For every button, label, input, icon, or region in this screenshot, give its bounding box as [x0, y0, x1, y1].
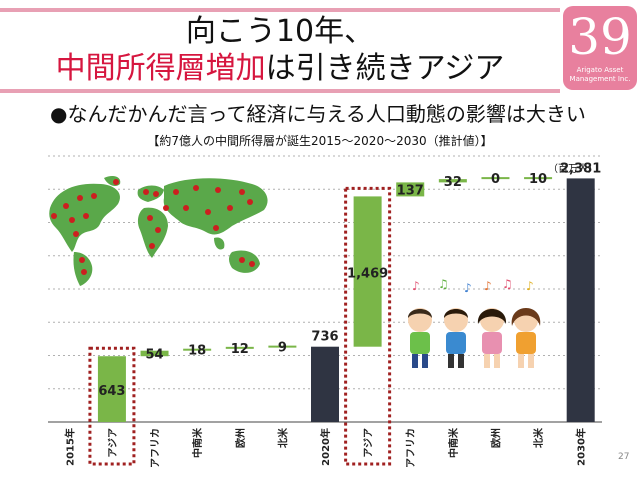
svg-text:♫: ♫	[502, 278, 513, 291]
bar-6	[311, 346, 339, 422]
svg-text:♪: ♪	[526, 279, 534, 293]
world-map-illustration	[49, 176, 268, 286]
category-label-1: アジア	[107, 428, 119, 458]
value-label-2: 54	[145, 347, 163, 362]
value-label-6: 736	[311, 330, 338, 345]
value-label-3: 18	[188, 344, 206, 359]
value-label-4: 12	[231, 342, 249, 357]
logo-line-2: Management Inc.	[569, 75, 631, 83]
singing-children-illustration: ♪ ♫ ♪ ♪ ♫ ♪	[408, 278, 541, 368]
bar-4	[225, 346, 254, 349]
logo-line-1: Arigato Asset	[576, 66, 624, 74]
bar-12	[566, 178, 595, 422]
bar-7	[353, 196, 382, 347]
highlight-box-1	[88, 346, 136, 466]
value-label-5: 9	[278, 341, 287, 356]
value-label-1: 643	[98, 384, 125, 399]
category-label-11: 北米	[532, 427, 545, 448]
highlight-box-7	[344, 186, 392, 466]
title-top-divider	[0, 8, 560, 12]
svg-text:♪: ♪	[464, 281, 472, 295]
company-logo: 39 Arigato Asset Management Inc.	[563, 6, 637, 90]
value-label-10: 0	[491, 172, 500, 187]
category-label-5: 北米	[276, 427, 289, 448]
category-label-2: アフリカ	[150, 428, 162, 468]
title-highlight: 中間所得層増加	[55, 51, 266, 86]
bar-8	[396, 182, 425, 197]
category-label-9: 中南米	[447, 427, 460, 458]
category-label-7: アジア	[363, 428, 375, 458]
title-bottom-divider	[0, 89, 560, 93]
category-label-4: 欧州	[234, 428, 247, 448]
bar-1	[97, 356, 126, 422]
value-label-9: 32	[444, 175, 462, 190]
value-label-12: 2,381	[560, 161, 601, 176]
svg-text:♪: ♪	[412, 279, 420, 293]
category-label-6: 2020年	[319, 428, 332, 466]
value-label-7: 1,469	[347, 267, 388, 282]
title-rest: は引き続きアジア	[265, 51, 505, 86]
bar-10	[481, 177, 510, 180]
title-line-2: 中間所得層増加は引き続きアジア	[0, 50, 560, 88]
category-label-0: 2015年	[63, 428, 76, 466]
page-number: 27	[618, 452, 630, 462]
title-line-1: 向こう10年、	[185, 14, 375, 49]
title-block: 向こう10年、 中間所得層増加は引き続きアジア	[0, 0, 560, 93]
bar-11	[524, 177, 553, 180]
svg-text:♫: ♫	[438, 278, 449, 291]
bar-9	[438, 179, 467, 183]
unit-label: （百万人）	[548, 164, 598, 175]
bar-3	[183, 348, 212, 351]
category-label-3: 中南米	[191, 427, 204, 458]
category-label-10: 欧州	[489, 428, 502, 448]
bullet-point: ●なんだかんだ言って経済に与える人口動態の影響は大きい	[50, 102, 586, 126]
category-label-8: アフリカ	[405, 428, 417, 468]
value-label-11: 10	[529, 172, 547, 187]
bar-5	[268, 345, 297, 348]
logo-number: 39	[568, 8, 632, 66]
category-label-12: 2030年	[575, 428, 588, 466]
value-label-8: 137	[397, 183, 424, 198]
chart-title: 【約7億人の中間所得層が誕生2015～2020～2030（推計値）】	[147, 134, 493, 148]
svg-text:♪: ♪	[484, 279, 492, 293]
bar-2	[140, 350, 169, 357]
